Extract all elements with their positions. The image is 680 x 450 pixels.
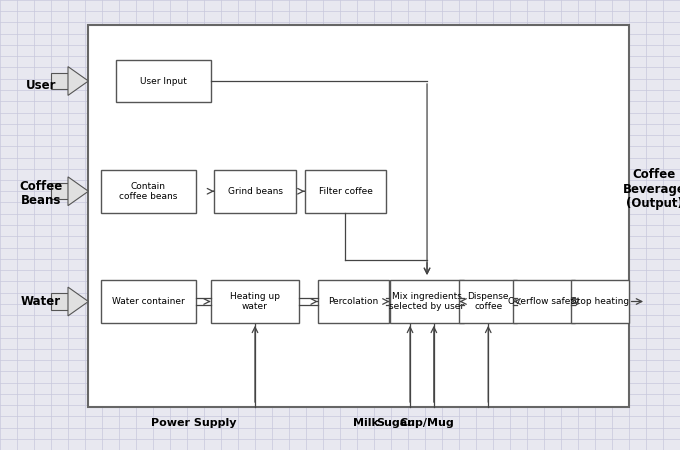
- Polygon shape: [68, 287, 88, 316]
- Text: Coffee
Beverage
(Output): Coffee Beverage (Output): [623, 167, 680, 211]
- Bar: [513, 280, 575, 323]
- Bar: [318, 280, 389, 323]
- Bar: [116, 59, 211, 103]
- Bar: [51, 183, 68, 199]
- Text: Water: Water: [20, 295, 61, 308]
- Text: Coffee
Beans: Coffee Beans: [19, 180, 63, 207]
- Text: Heating up
water: Heating up water: [230, 292, 280, 311]
- Text: Water container: Water container: [112, 297, 184, 306]
- Bar: [51, 293, 68, 310]
- Polygon shape: [68, 67, 88, 95]
- Bar: [101, 170, 196, 213]
- Polygon shape: [68, 177, 88, 206]
- Text: Contain
coffee beans: Contain coffee beans: [119, 181, 177, 201]
- Text: Milk: Milk: [353, 418, 379, 428]
- Bar: [101, 280, 196, 323]
- Text: User: User: [26, 79, 56, 92]
- Text: Percolation: Percolation: [328, 297, 379, 306]
- Text: Grind beans: Grind beans: [228, 187, 282, 196]
- Bar: [214, 170, 296, 213]
- Text: Dispense
coffee: Dispense coffee: [467, 292, 509, 311]
- Bar: [571, 280, 628, 323]
- Bar: [211, 280, 299, 323]
- Text: User Input: User Input: [140, 76, 186, 86]
- Text: Mix ingredients
selected by user: Mix ingredients selected by user: [390, 292, 464, 311]
- Text: Overflow safety: Overflow safety: [509, 297, 579, 306]
- Text: Filter coffee: Filter coffee: [318, 187, 373, 196]
- Bar: [390, 280, 464, 323]
- Bar: [460, 280, 517, 323]
- Bar: [305, 170, 386, 213]
- Bar: [88, 25, 629, 407]
- Text: Cup/Mug: Cup/Mug: [400, 418, 454, 428]
- Text: Stop heating: Stop heating: [571, 297, 629, 306]
- Text: Sugar: Sugar: [376, 418, 413, 428]
- Bar: [51, 73, 68, 89]
- Text: Power Supply: Power Supply: [151, 418, 237, 428]
